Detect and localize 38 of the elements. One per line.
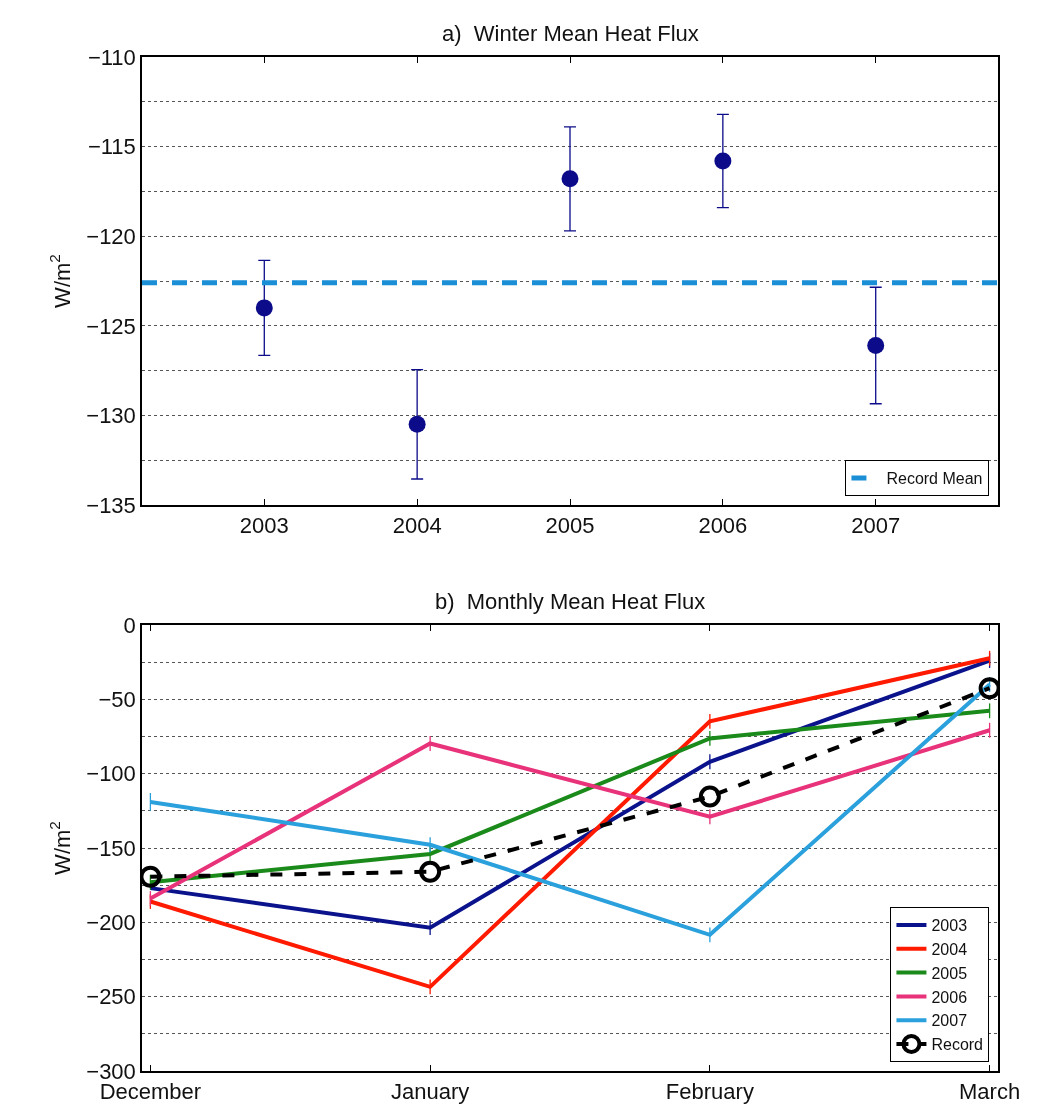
legend-label: 2007	[931, 1012, 968, 1030]
x-tick-label: February	[665, 1079, 754, 1105]
point	[255, 299, 273, 317]
x-tick-label: 2007	[851, 513, 901, 539]
x-tick-label: March	[959, 1079, 1021, 1105]
point	[408, 415, 426, 433]
y-tick-label: −250	[86, 984, 136, 1010]
y-tick-label: −150	[86, 835, 136, 861]
point	[698, 785, 721, 808]
x-tick-label: 2006	[698, 513, 748, 539]
legend-label: 2005	[931, 964, 968, 982]
x-tick-label: 2003	[239, 513, 289, 539]
y-tick-label: −130	[86, 403, 136, 429]
point	[978, 677, 998, 700]
chart-title: b) Monthly Mean Heat Flux	[435, 589, 706, 614]
legend-label: Record	[931, 1036, 984, 1054]
y-tick-label: −120	[86, 223, 136, 249]
legend-label: 2003	[931, 917, 968, 935]
y-tick-label: 0	[123, 612, 136, 638]
chart-title: a) Winter Mean Heat Flux	[442, 21, 699, 46]
legend-label: 2004	[931, 941, 968, 959]
x-tick-label: 2005	[545, 513, 595, 539]
y-tick-label: −115	[87, 134, 136, 160]
legend-label: Record Mean	[886, 470, 983, 488]
x-tick-label: 2004	[392, 513, 442, 539]
y-tick-label: −135	[86, 492, 136, 518]
y-tick-label: −50	[98, 687, 136, 713]
point	[714, 152, 732, 170]
y-tick-label: −110	[87, 44, 136, 70]
point	[142, 865, 162, 888]
x-tick-label: January	[390, 1079, 470, 1105]
y-tick-label: −100	[86, 761, 136, 787]
point	[867, 337, 885, 354]
legend-label: 2006	[931, 988, 968, 1006]
y-tick-label: −200	[86, 910, 136, 936]
point	[419, 860, 442, 883]
y-tick-label: −125	[86, 313, 136, 339]
point	[561, 170, 579, 188]
